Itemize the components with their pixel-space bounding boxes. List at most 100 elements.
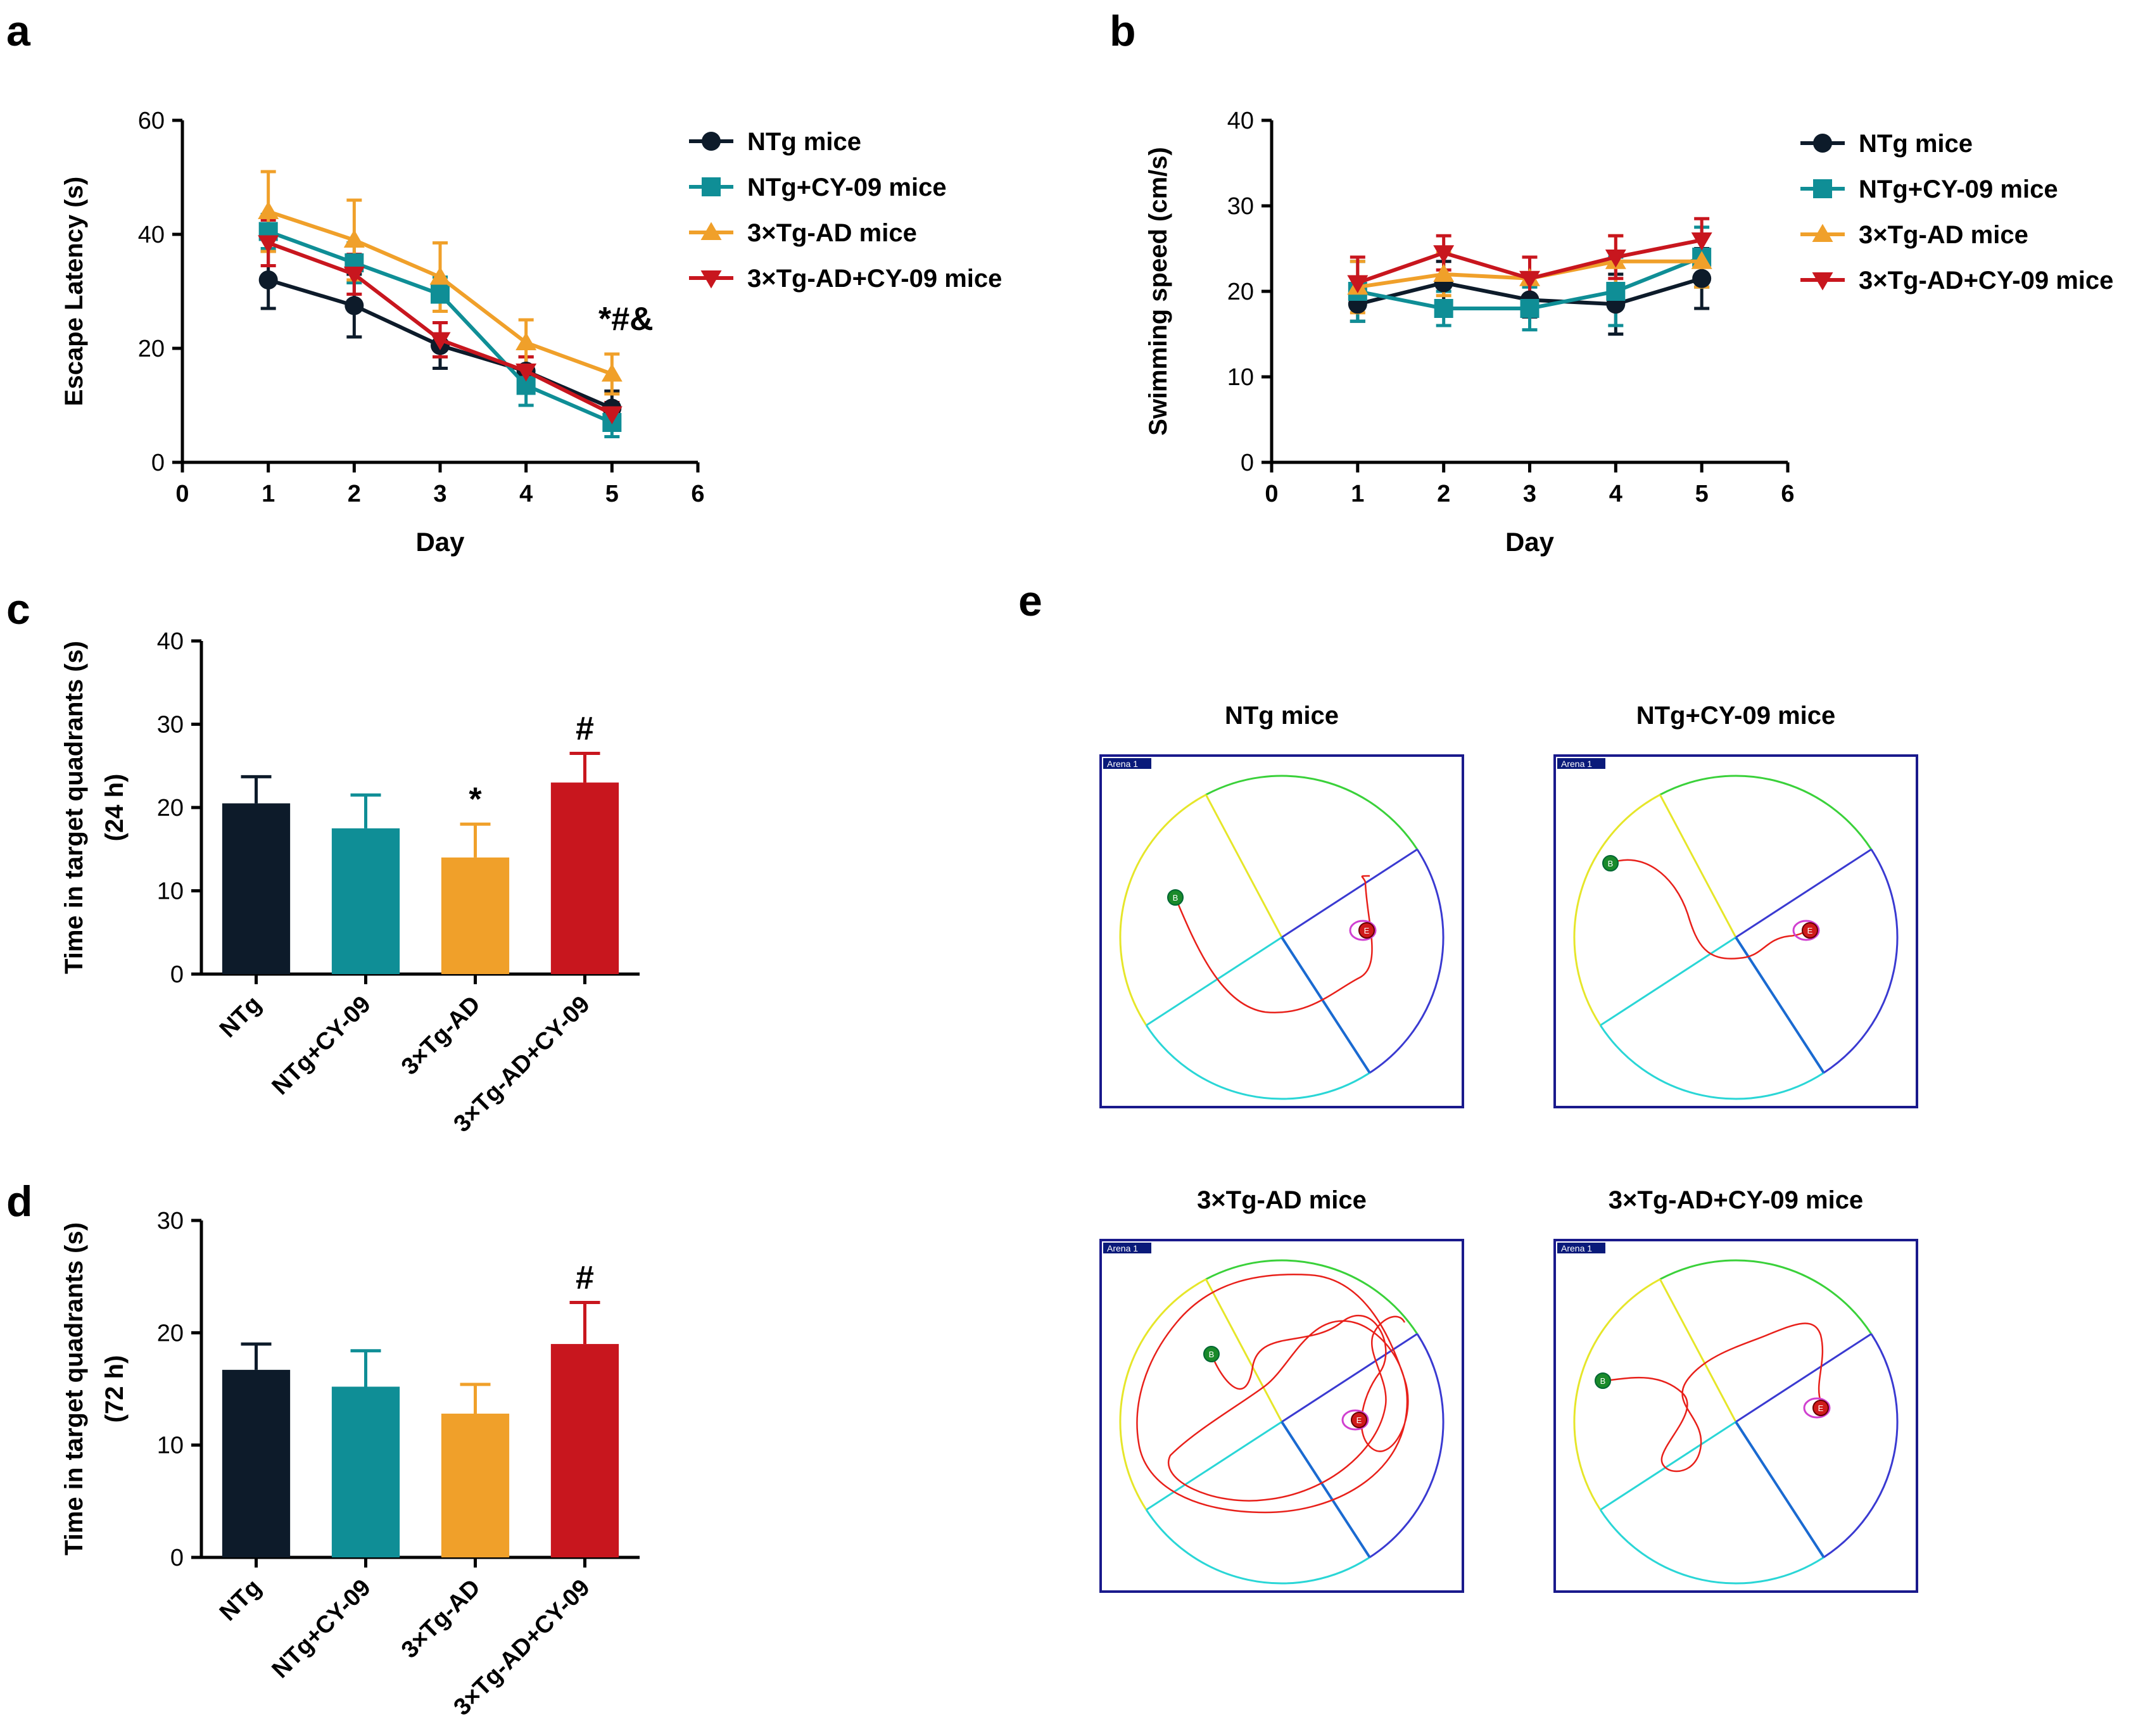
x-tick-label: 0 <box>1265 481 1278 507</box>
arena-title: 3×Tg-AD+CY-09 mice <box>1609 1186 1863 1214</box>
data-point <box>601 364 623 382</box>
panel-a-escape-latency-chart: 0 20 40 60 0 1 2 3 4 5 6 Day Escape Latency (s) *#& NT… <box>60 108 1002 557</box>
legend-marker <box>1812 272 1833 291</box>
arena-tag <box>1557 758 1605 769</box>
quadrant-arc-yellow <box>1573 1278 1660 1511</box>
data-point <box>515 364 537 382</box>
divider-blue <box>1281 848 1418 939</box>
bar-3 <box>550 1344 619 1557</box>
data-point <box>343 229 365 248</box>
x-axis-label: Day <box>1505 527 1555 557</box>
y-axis-label: Time in target quadrants (s) <box>60 641 88 974</box>
end-marker <box>1812 1400 1829 1416</box>
x-axis-label: Day <box>415 527 465 557</box>
x-tick-label: 3 <box>1523 481 1536 507</box>
data-point <box>1691 251 1712 269</box>
data-point <box>1520 299 1540 318</box>
start-marker <box>1167 889 1184 906</box>
y-tick-label: 10 <box>1227 364 1254 391</box>
quadrant-arc-yellow <box>1119 794 1206 1026</box>
divider-cyan <box>1146 936 1282 1027</box>
y-tick-label: 20 <box>138 336 165 362</box>
y-tick-label: 40 <box>1227 108 1254 134</box>
quadrant-arc-blue <box>1369 849 1445 1074</box>
data-point <box>1433 263 1455 282</box>
quadrant-arc-cyan <box>1145 1025 1370 1100</box>
arena-tag <box>1103 1243 1151 1253</box>
significance-label: *#& <box>598 301 654 338</box>
x-tick-label: 6 <box>691 481 704 507</box>
x-tick-label: 1 <box>262 481 275 507</box>
y-axis-label: Escape Latency (s) <box>60 177 88 406</box>
data-point <box>258 201 279 219</box>
quadrant-arc-blue <box>1369 1333 1445 1559</box>
arena-frame <box>1099 754 1464 1108</box>
end-marker <box>1802 922 1818 939</box>
bar-1 <box>331 828 400 974</box>
platform-ring <box>1792 920 1820 941</box>
arena-frame <box>1099 1239 1464 1593</box>
divider-platform <box>1280 936 1371 1074</box>
legend-marker <box>1813 179 1832 198</box>
end-marker <box>1358 922 1375 939</box>
arena-tag-label: Arena 1 <box>1561 1243 1592 1253</box>
y-tick-label: 0 <box>151 450 165 476</box>
x-tick-label: 1 <box>1351 481 1364 507</box>
bar-1 <box>331 1386 400 1557</box>
arena-tag <box>1103 758 1151 769</box>
legend-label: NTg mice <box>1859 130 1973 158</box>
y-axis-sublabel: (24 h) <box>101 774 129 842</box>
start-marker-label: B <box>1600 1376 1606 1386</box>
data-point <box>515 332 537 350</box>
x-tick-label: 3×Tg-AD <box>396 991 486 1080</box>
data-point <box>343 267 365 285</box>
quadrant-arc-yellow <box>1573 794 1660 1026</box>
arena-title: 3×Tg-AD mice <box>1197 1186 1367 1214</box>
x-tick-label: 2 <box>348 481 361 507</box>
data-point <box>1519 270 1540 289</box>
x-tick-label: 6 <box>1781 481 1794 507</box>
x-tick-label: NTg <box>215 991 267 1043</box>
data-point <box>1433 245 1455 263</box>
divider-yellow <box>1205 794 1283 938</box>
arena-1: Arena 1 E B <box>1553 754 1918 1108</box>
data-point <box>431 284 450 304</box>
panel-e-letter: e <box>1018 577 1042 625</box>
swim-path <box>1610 859 1809 960</box>
start-marker-label: B <box>1209 1350 1215 1359</box>
arena-frame <box>1553 754 1918 1108</box>
divider-blue <box>1735 848 1872 939</box>
x-tick-label: 3 <box>433 481 446 507</box>
divider-platform <box>1280 1421 1371 1558</box>
divider-yellow <box>1205 1279 1283 1422</box>
legend-marker <box>1813 134 1832 153</box>
platform-ring <box>1349 920 1377 941</box>
legend-label: NTg mice <box>747 128 861 156</box>
y-tick-label: 40 <box>138 222 165 248</box>
significance-label: # <box>576 1259 594 1296</box>
x-tick-label: 4 <box>1609 481 1622 507</box>
start-marker <box>1602 855 1619 871</box>
divider-cyan <box>1600 1421 1736 1511</box>
end-marker-label: E <box>1818 1403 1824 1413</box>
divider-cyan <box>1146 1421 1282 1511</box>
y-axis-label: Time in target quadrants (s) <box>60 1222 88 1555</box>
x-tick-label: 0 <box>175 481 189 507</box>
x-tick-label: NTg+CY-09 <box>267 991 376 1100</box>
bar-2 <box>441 857 510 974</box>
quadrant-arc-cyan <box>1599 1509 1824 1585</box>
start-marker-label: B <box>1173 893 1179 903</box>
legend-label: NTg+CY-09 mice <box>747 174 947 201</box>
quadrant-arc-green <box>1659 1259 1873 1334</box>
arena-tag-label: Arena 1 <box>1107 1243 1138 1253</box>
platform-ring <box>1803 1397 1831 1419</box>
y-tick-label: 30 <box>157 1208 184 1234</box>
divider-cyan <box>1600 936 1736 1027</box>
legend-label: NTg+CY-09 mice <box>1859 175 2058 203</box>
arena-2: Arena 1 E B <box>1099 1239 1464 1593</box>
bar-2 <box>441 1414 510 1557</box>
panel-c-letter: c <box>6 585 30 633</box>
data-point <box>1347 275 1369 293</box>
arena-0: Arena 1 E B <box>1099 754 1464 1108</box>
